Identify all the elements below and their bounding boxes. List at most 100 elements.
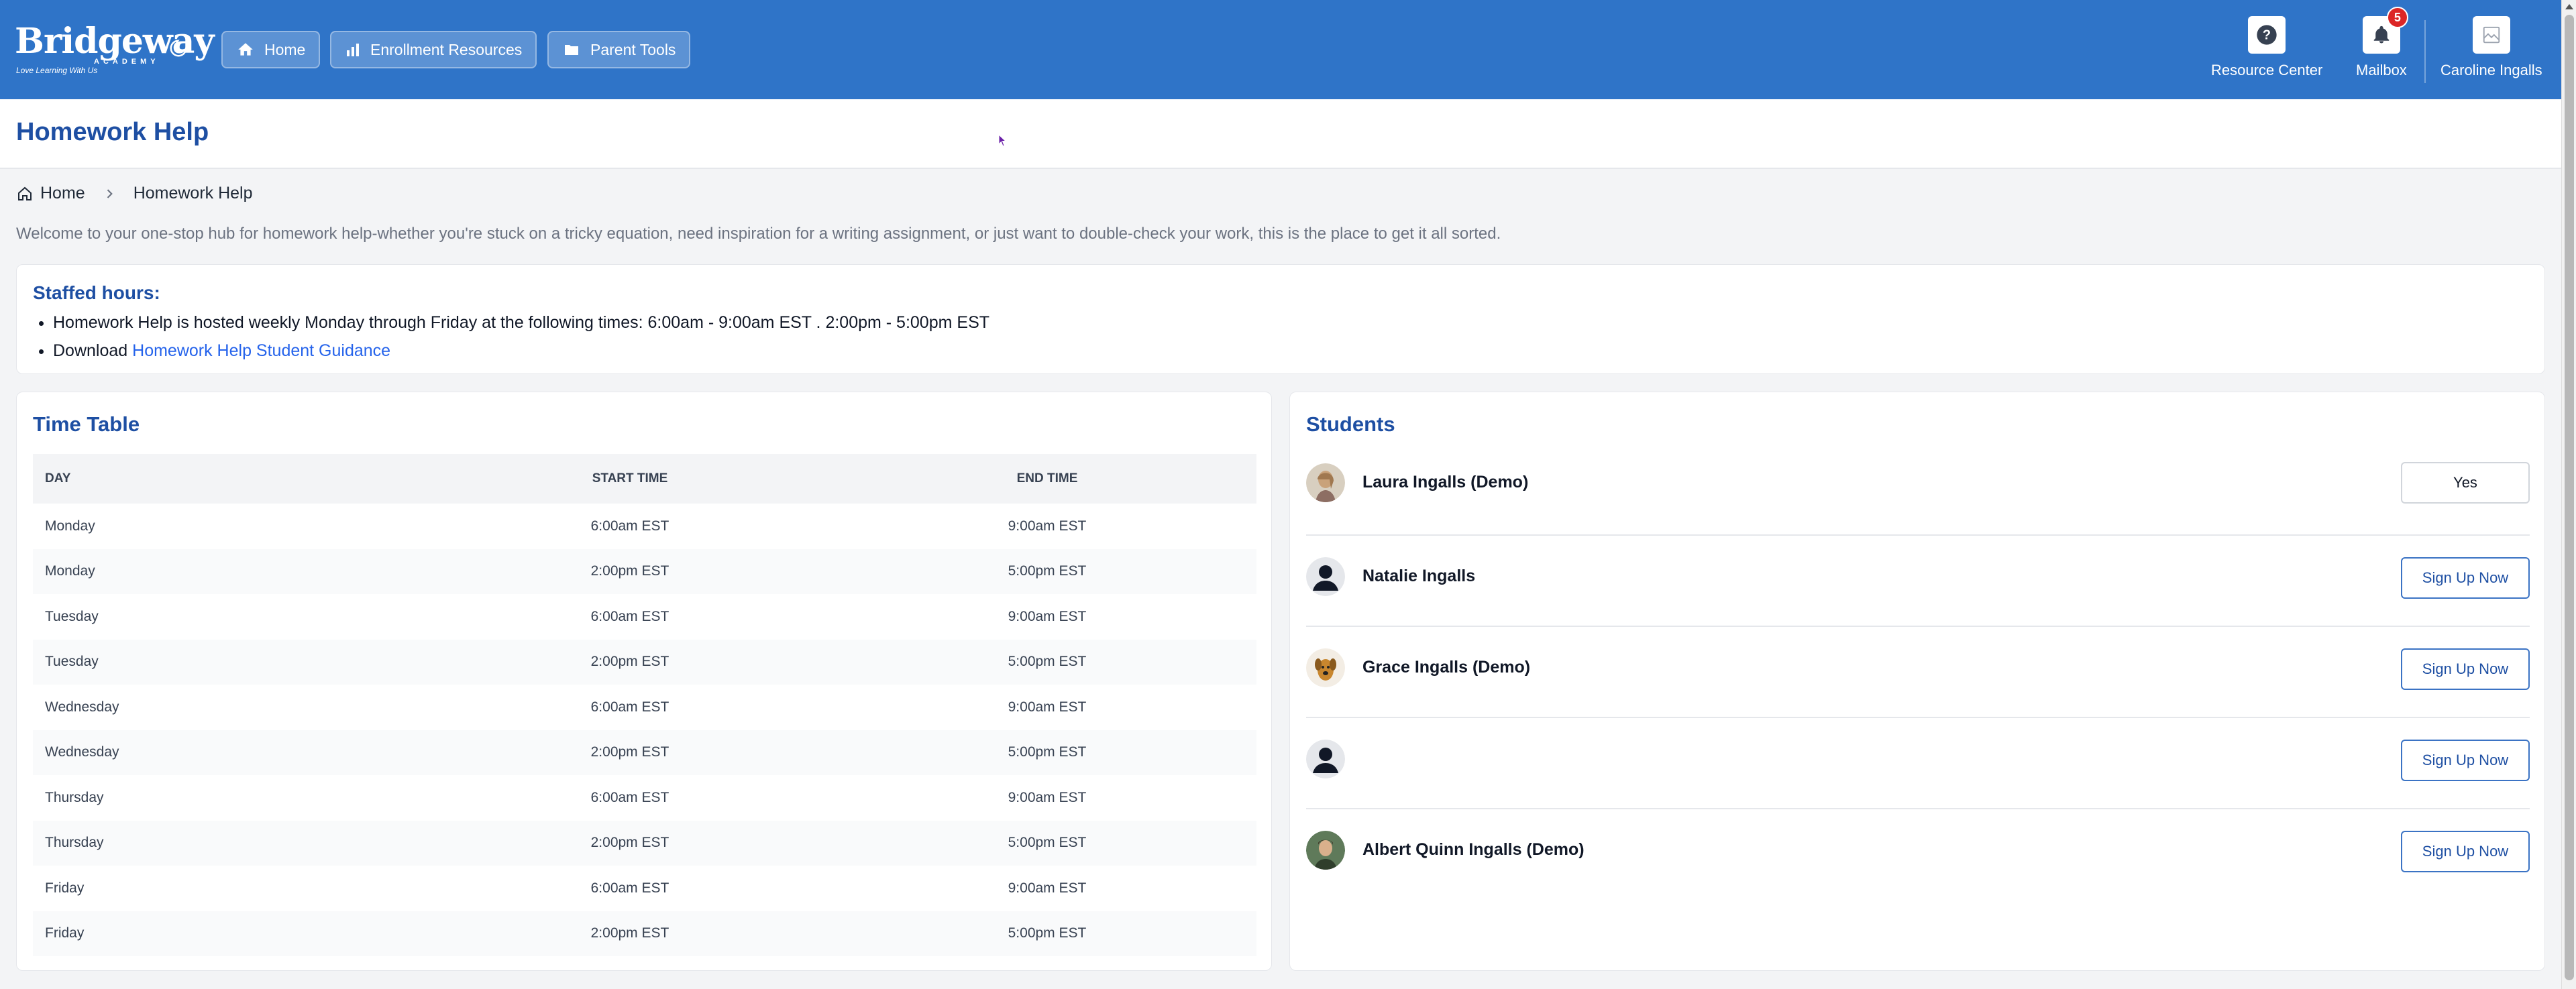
cell-day: Tuesday: [45, 608, 99, 624]
student-row: Albert Quinn Ingalls (Demo) Sign Up Now: [1306, 809, 2530, 900]
sign-up-now-button[interactable]: Sign Up Now: [2401, 648, 2530, 690]
sign-up-now-button[interactable]: Sign Up Now: [2401, 831, 2530, 872]
header-divider: [2424, 20, 2426, 83]
home-icon: [238, 43, 253, 56]
default-user-icon: [1306, 740, 1345, 778]
table-row: Friday 6:00am EST 9:00am EST: [33, 866, 1256, 911]
download-prefix: Download: [53, 341, 133, 360]
table-row: Tuesday 6:00am EST 9:00am EST: [33, 594, 1256, 640]
table-row: Wednesday 6:00am EST 9:00am EST: [33, 685, 1256, 730]
student-avatar-photo: [1306, 831, 1345, 870]
sign-up-now-button[interactable]: Sign Up Now: [2401, 557, 2530, 599]
cell-end-time: 5:00pm EST: [1008, 654, 1087, 670]
page-scrollbar[interactable]: [2561, 0, 2576, 989]
page-title-bar: Homework Help: [0, 99, 2561, 169]
scrollbar-thumb[interactable]: [2565, 15, 2574, 980]
cell-start-time: 2:00pm EST: [590, 654, 669, 670]
student-row: Sign Up Now: [1306, 718, 2530, 809]
table-row: Monday 6:00am EST 9:00am EST: [33, 504, 1256, 549]
dog-photo-icon: [1306, 648, 1345, 687]
students-title: Students: [1306, 412, 1395, 436]
cell-day: Friday: [45, 880, 85, 896]
bridgeway-logo[interactable]: Bridgeway ACADEMY Love Learning With Us: [15, 21, 215, 76]
time-table-card: Time Table DAY START TIME END TIME Monda…: [16, 392, 1272, 971]
breadcrumb: Home Homework Help: [16, 184, 253, 203]
students-card: Students Laura Ingalls (Demo) Yes Natali…: [1289, 392, 2545, 971]
table-row: Friday 2:00pm EST 5:00pm EST: [33, 911, 1256, 956]
cell-end-time: 5:00pm EST: [1008, 563, 1087, 579]
nav-home-button[interactable]: Home: [221, 31, 321, 68]
nav-parent-tools-label: Parent Tools: [590, 40, 676, 58]
user-profile-button[interactable]: Caroline Ingalls: [2440, 16, 2542, 83]
student-name: Natalie Ingalls: [1362, 567, 1476, 585]
scroll-up-arrow-icon[interactable]: [2565, 4, 2573, 9]
bell-icon: [2373, 25, 2390, 44]
cell-day: Tuesday: [45, 654, 99, 670]
chevron-right-icon: [107, 188, 113, 198]
mailbox-icon-box: 5: [2362, 7, 2408, 54]
column-header-end-time: END TIME: [1016, 471, 1078, 485]
logo-subtext: ACADEMY: [94, 58, 160, 66]
cell-end-time: 5:00pm EST: [1008, 744, 1087, 760]
time-table-title: Time Table: [33, 412, 140, 436]
student-avatar-photo: [1306, 648, 1345, 687]
cell-end-time: 9:00am EST: [1008, 789, 1087, 805]
table-row: Thursday 2:00pm EST 5:00pm EST: [33, 820, 1256, 866]
cell-day: Friday: [45, 925, 85, 941]
dark-mode-toggle[interactable]: [165, 35, 192, 62]
user-name-label: Caroline Ingalls: [2440, 62, 2542, 78]
question-circle-icon: ?: [2257, 25, 2277, 45]
cell-start-time: 2:00pm EST: [590, 925, 669, 941]
student-guidance-link[interactable]: Homework Help Student Guidance: [132, 341, 391, 360]
sign-up-now-button[interactable]: Sign Up Now: [2401, 740, 2530, 781]
breadcrumb-home-link[interactable]: Home: [16, 184, 85, 203]
cell-end-time: 9:00am EST: [1008, 699, 1087, 715]
student-avatar-default: [1306, 557, 1345, 596]
breadcrumb-current: Homework Help: [133, 184, 253, 202]
bar-chart-icon: [347, 44, 359, 56]
cell-start-time: 6:00am EST: [590, 789, 669, 805]
resource-center-label: Resource Center: [2211, 62, 2323, 78]
cell-day: Wednesday: [45, 699, 119, 715]
cell-end-time: 9:00am EST: [1008, 518, 1087, 534]
person-photo-icon: [1306, 831, 1345, 870]
nav-enrollment-resources-button[interactable]: Enrollment Resources: [330, 31, 537, 68]
student-status-yes-button[interactable]: Yes: [2401, 462, 2530, 504]
nav-parent-tools-button[interactable]: Parent Tools: [547, 31, 691, 68]
student-avatar-default: [1306, 740, 1345, 778]
page-title: Homework Help: [16, 118, 209, 146]
column-header-day: DAY: [45, 471, 71, 485]
cell-start-time: 6:00am EST: [590, 608, 669, 624]
column-header-start-time: START TIME: [592, 471, 668, 485]
mailbox-button[interactable]: 5 Mailbox: [2356, 7, 2408, 83]
table-row: Tuesday 2:00pm EST 5:00pm EST: [33, 639, 1256, 685]
default-user-icon: [1306, 557, 1345, 596]
cell-end-time: 9:00am EST: [1008, 880, 1087, 896]
cell-day: Thursday: [45, 835, 104, 851]
student-row: Laura Ingalls (Demo) Yes: [1306, 451, 2530, 536]
logo-tagline: Love Learning With Us: [16, 66, 98, 75]
staffed-hours-schedule: Homework Help is hosted weekly Monday th…: [53, 313, 989, 333]
table-row: Wednesday 2:00pm EST 5:00pm EST: [33, 730, 1256, 775]
cell-start-time: 6:00am EST: [590, 880, 669, 896]
top-navigation-bar: Bridgeway ACADEMY Love Learning With Us …: [0, 0, 2561, 99]
time-table: DAY START TIME END TIME Monday 6:00am EST…: [33, 454, 1256, 956]
home-icon: [18, 186, 32, 200]
cell-start-time: 6:00am EST: [590, 699, 669, 715]
cell-end-time: 9:00am EST: [1008, 608, 1087, 624]
nav-enrollment-resources-label: Enrollment Resources: [370, 40, 523, 58]
broken-image-icon: [2483, 26, 2500, 44]
cell-start-time: 2:00pm EST: [590, 835, 669, 851]
table-row: Monday 2:00pm EST 5:00pm EST: [33, 548, 1256, 594]
student-avatar-photo: [1306, 463, 1345, 502]
resource-center-icon-box: ?: [2248, 16, 2286, 54]
nav-home-label: Home: [264, 40, 306, 58]
cell-day: Thursday: [45, 789, 104, 805]
user-avatar: [2472, 16, 2510, 54]
resource-center-button[interactable]: ? Resource Center: [2211, 16, 2322, 83]
logo-text: Bridgeway: [15, 21, 215, 62]
mailbox-label: Mailbox: [2356, 62, 2407, 78]
breadcrumb-home-label: Home: [40, 184, 85, 202]
person-photo-icon: [1306, 463, 1345, 502]
student-row: Natalie Ingalls Sign Up Now: [1306, 536, 2530, 627]
